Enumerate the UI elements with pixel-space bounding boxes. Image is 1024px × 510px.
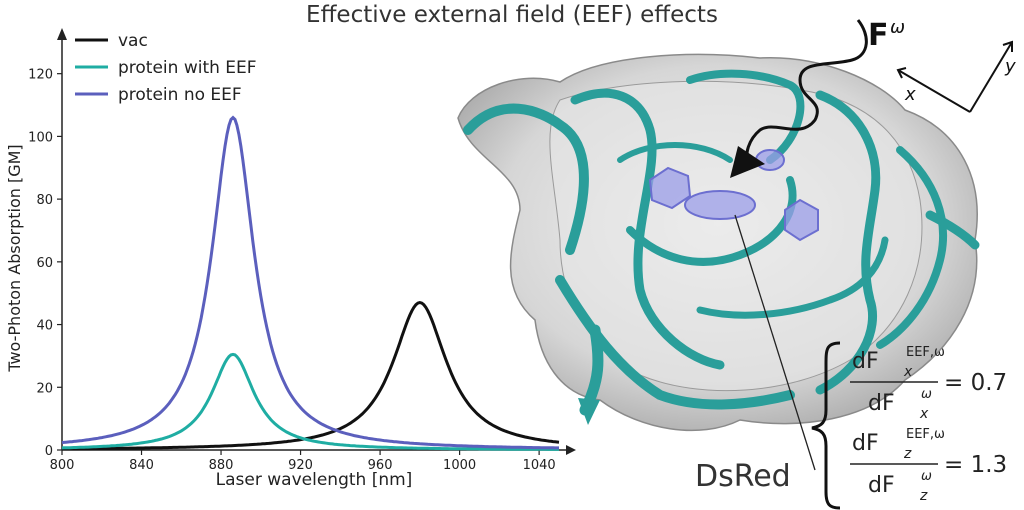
axis-x-label: x	[904, 84, 916, 105]
ratio-x-num-sub: x	[903, 364, 913, 380]
ribbon-arrowhead	[578, 398, 600, 425]
ratio-z-num-sub: z	[903, 446, 912, 462]
svg-text:dF: dF	[852, 431, 879, 456]
x-tick-label: 800	[50, 458, 75, 473]
svg-text:EEF,ω: EEF,ω	[906, 345, 945, 360]
ratio-z: dF EEF,ω z dF ω z = 1.3	[850, 427, 1007, 504]
ratio-z-den-sub: z	[919, 488, 928, 504]
legend-label-protein-with-eef: protein with EEF	[118, 58, 257, 78]
x-axis-arrow	[566, 445, 576, 455]
y-tick-label: 100	[28, 130, 53, 145]
svg-text:dF: dF	[868, 391, 895, 416]
y-tick-label: 0	[45, 444, 53, 459]
svg-text:dF: dF	[852, 349, 879, 374]
curly-brace	[811, 341, 841, 510]
series-line-protein-no-eef	[61, 115, 559, 450]
ratio-x-value: = 0.7	[944, 370, 1007, 396]
y-tick-label: 80	[36, 193, 53, 208]
y-tick-group: 0 20 40 60 80 100 120	[28, 68, 62, 459]
x-tick-group: 800 840 880 920 960 1000 1040	[50, 450, 556, 473]
svg-text:dF: dF	[868, 473, 895, 498]
y-tick-label: 120	[28, 68, 53, 83]
legend: vac protein with EEF protein no EEF	[75, 31, 257, 105]
figure-title: Effective external field (EEF) effects	[306, 2, 718, 28]
legend-label-protein-no-eef: protein no EEF	[118, 85, 242, 105]
svg-text:ω: ω	[921, 469, 932, 484]
ratio-z-num-base: dF	[852, 431, 879, 456]
field-label: F	[868, 18, 889, 53]
ratio-x-den-sub: x	[919, 406, 929, 422]
ratio-z-den-base: dF	[868, 473, 895, 498]
series-line-protein-with-eef	[61, 352, 559, 451]
chromophore	[648, 149, 819, 242]
ratio-x-den-sup: ω	[921, 387, 932, 402]
svg-text:EEF,ω: EEF,ω	[906, 427, 945, 442]
x-tick-label: 1000	[443, 458, 476, 473]
x-tick-label: 920	[288, 458, 313, 473]
y-axis-arrow	[57, 28, 67, 40]
x-tick-label: 1040	[523, 458, 556, 473]
ratio-z-num-sup: EEF,ω	[906, 427, 945, 442]
coordinate-axes	[896, 40, 1013, 113]
y-tick-label: 20	[36, 381, 53, 396]
svg-text:x: x	[903, 364, 913, 380]
field-path	[745, 19, 868, 161]
y-tick-label: 60	[36, 256, 53, 271]
protein-name-label: DsRed	[695, 459, 791, 494]
x-tick-label: 880	[209, 458, 234, 473]
field-superscript: ω	[890, 17, 905, 38]
x-tick-label: 960	[368, 458, 393, 473]
svg-text:x: x	[919, 406, 929, 422]
pointer-line	[734, 214, 816, 471]
svg-text:z: z	[919, 488, 928, 504]
svg-text:z: z	[903, 446, 912, 462]
x-tick-label: 840	[129, 458, 154, 473]
ratio-z-den-sup: ω	[921, 469, 932, 484]
ratio-x-den-base: dF	[868, 391, 895, 416]
y-tick-label: 40	[36, 319, 53, 334]
axis-y-label: y	[1004, 56, 1016, 77]
y-axis-label: Two-Photon Absorption [GM]	[5, 144, 24, 372]
svg-text:= 0.7: = 0.7	[944, 370, 1007, 396]
series-lines	[61, 115, 560, 451]
field-arrowhead	[730, 146, 765, 178]
series-line-vac	[62, 301, 560, 451]
x-axis-label: Laser wavelength [nm]	[216, 470, 413, 490]
molecular-surface	[457, 53, 978, 432]
beta-barrel-ribbons	[463, 69, 980, 416]
ratio-x-num-sup: EEF,ω	[906, 345, 945, 360]
svg-text:ω: ω	[921, 387, 932, 402]
ratio-z-value: = 1.3	[944, 452, 1007, 478]
tpa-line-chart: 800 840 880 920 960 1000 1040 020406080100120 …	[5, 28, 576, 490]
ratio-x: dF EEF,ω x dF ω x = 0.7	[850, 345, 1007, 422]
legend-label-vac: vac	[118, 31, 148, 51]
ratio-x-num-base: dF	[852, 349, 879, 374]
svg-text:= 1.3: = 1.3	[944, 452, 1007, 478]
